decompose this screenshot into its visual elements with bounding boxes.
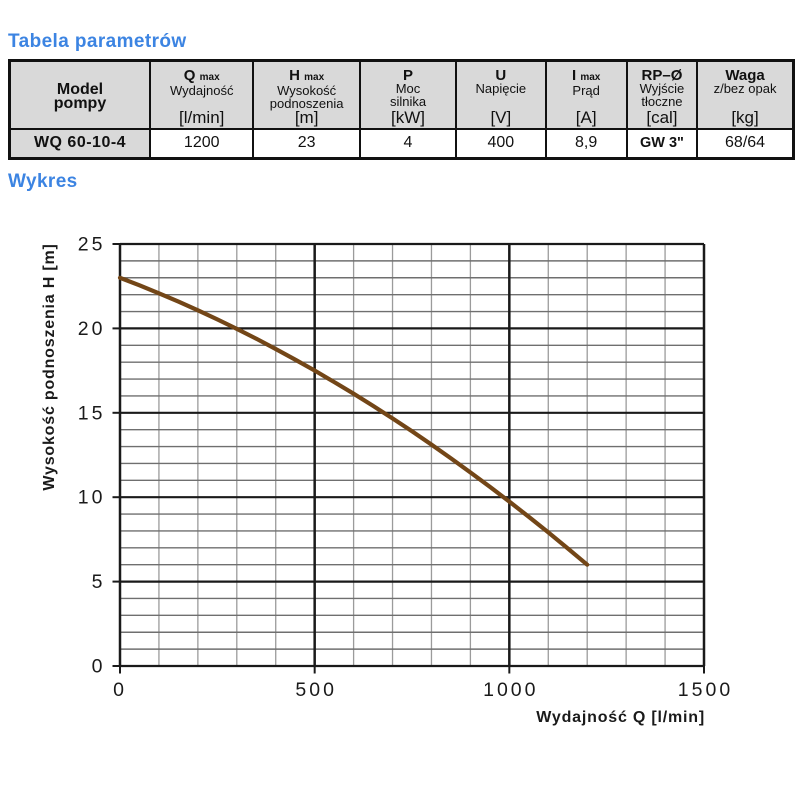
svg-text:500: 500 — [295, 679, 337, 701]
svg-text:1000: 1000 — [483, 679, 538, 701]
svg-text:20: 20 — [78, 318, 106, 340]
svg-text:Wydajność Q [l/min]: Wydajność Q [l/min] — [536, 709, 705, 726]
svg-text:0: 0 — [113, 679, 127, 701]
svg-text:Wysokość podnoszenia H [m]: Wysokość podnoszenia H [m] — [41, 243, 58, 490]
svg-text:10: 10 — [78, 487, 106, 509]
svg-text:0: 0 — [92, 656, 106, 678]
svg-text:1500: 1500 — [678, 679, 733, 701]
svg-text:25: 25 — [78, 234, 106, 256]
svg-text:15: 15 — [78, 402, 106, 424]
svg-text:5: 5 — [92, 571, 106, 593]
